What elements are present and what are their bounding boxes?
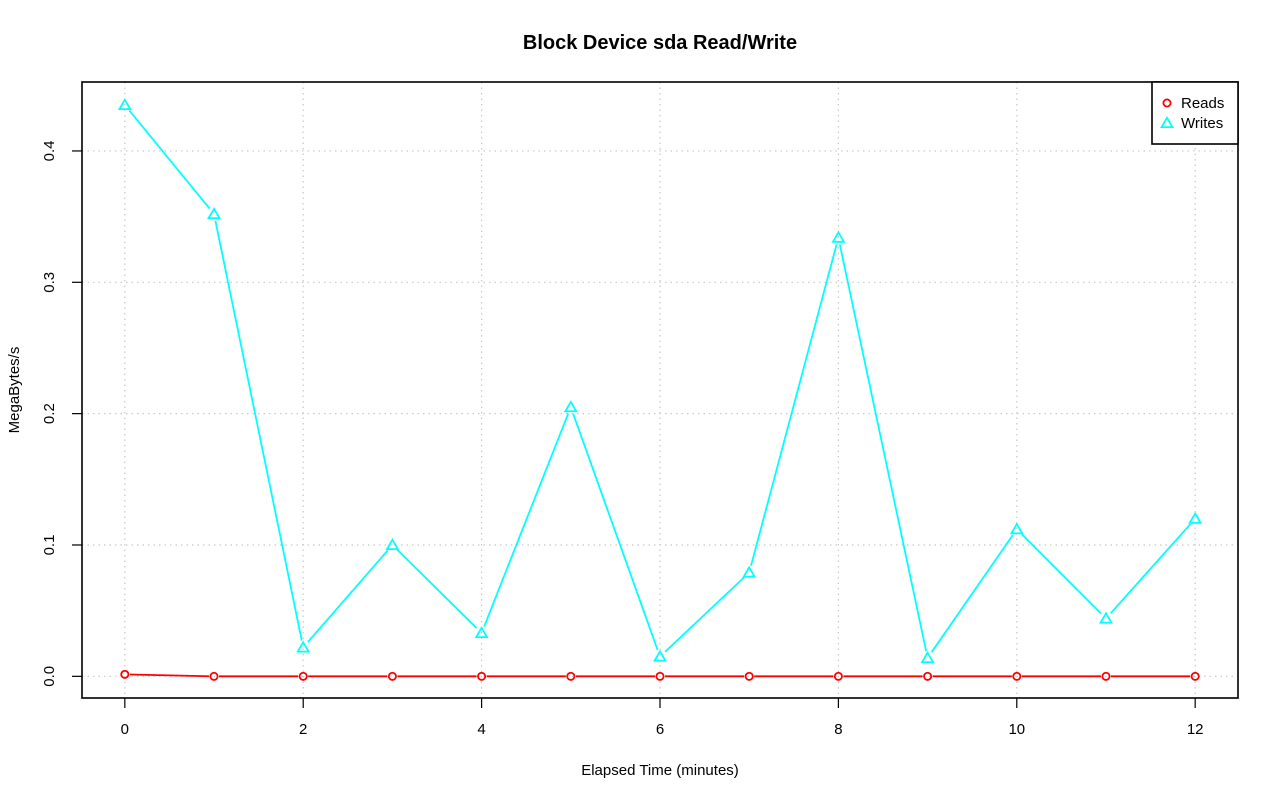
axes-layer: 0 2 4 6 8 10 12 0.0 0.1 0.2 0.3 0.4 [41, 81, 1239, 738]
writes-line-segment [838, 244, 928, 652]
x-tick-label: 8 [834, 721, 842, 738]
y-tick-label: 0.4 [41, 141, 58, 162]
writes-line-segment [396, 549, 478, 629]
x-tick-label: 2 [299, 721, 307, 738]
x-tick-label: 6 [656, 721, 664, 738]
writes-point [385, 537, 400, 551]
x-tick-label: 0 [121, 721, 129, 738]
x-tick-label: 4 [477, 721, 485, 738]
writes-point [920, 650, 935, 664]
y-tick-label: 0.2 [41, 403, 58, 424]
writes-line-segment [930, 534, 1014, 653]
reads-point [833, 671, 843, 681]
reads-point [298, 671, 308, 681]
writes-line-segment [750, 244, 838, 567]
reads-point [923, 671, 933, 681]
legend-writes-marker [1159, 116, 1175, 129]
reads-point [655, 671, 665, 681]
writes-line-segment [307, 549, 389, 643]
writes-point [1098, 611, 1114, 624]
writes-point [1009, 522, 1024, 535]
writes-line-segment [128, 109, 211, 210]
y-axis-label: MegaBytes/s [6, 347, 23, 434]
y-tick-label: 0.0 [41, 666, 58, 687]
writes-point [831, 230, 846, 243]
x-tick-label: 12 [1187, 721, 1204, 738]
legend-box [1151, 81, 1239, 145]
x-tick-label: 10 [1008, 721, 1025, 738]
writes-point [474, 625, 489, 639]
legend: Reads Writes [1151, 81, 1239, 145]
reads-point [1012, 671, 1022, 681]
reads-point [1190, 671, 1200, 681]
reads-point [744, 671, 754, 681]
writes-line-segment [1021, 533, 1102, 615]
reads-point [477, 671, 487, 681]
chart-title: Block Device sda Read/Write [523, 32, 797, 54]
writes-point [117, 97, 132, 111]
reads-point [566, 671, 576, 681]
writes-point [652, 649, 668, 662]
legend-writes-label: Writes [1181, 115, 1223, 132]
writes-line-segment [214, 220, 303, 641]
grid-lines [82, 82, 1238, 698]
writes-line-segment [483, 413, 570, 627]
writes-point [742, 565, 757, 578]
reads-point [387, 671, 397, 681]
y-tick-label: 0.3 [41, 272, 58, 293]
legend-reads-label: Reads [1181, 95, 1224, 112]
reads-point [209, 671, 219, 681]
legend-reads-marker [1162, 98, 1172, 108]
writes-line-segment [1109, 523, 1192, 614]
writes-line-segment [572, 413, 659, 651]
reads-point [1101, 671, 1111, 681]
writes-point [563, 400, 578, 413]
writes-point [206, 207, 222, 220]
reads-point [120, 669, 130, 679]
writes-point [1188, 511, 1203, 524]
writes-line-segment [664, 576, 745, 653]
y-tick-label: 0.1 [41, 535, 58, 556]
writes-point [296, 640, 311, 653]
series-layer [117, 97, 1203, 681]
x-axis-label: Elapsed Time (minutes) [581, 762, 739, 779]
reads-line-segment [129, 673, 210, 678]
